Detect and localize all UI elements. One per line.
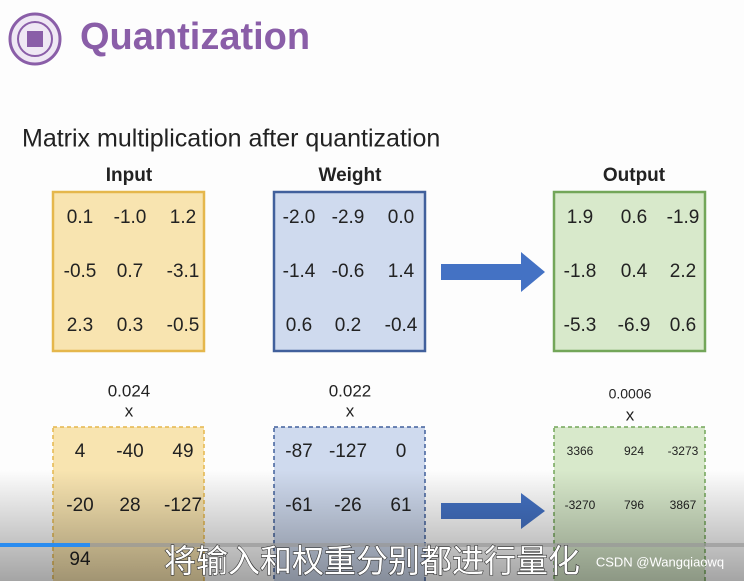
matrix-cell: -0.5 [64,261,97,282]
matrix-cell: 0.3 [117,315,143,336]
matrix-cell: 2.2 [670,261,696,282]
quantized-cell: -127 [329,441,367,462]
matrix-box [51,190,206,353]
matrix-cell: -5.3 [564,315,597,336]
scale-factor: 0.022 [329,381,372,400]
times-sign: x [125,401,134,420]
subtitle: Matrix multiplication after quantization [22,125,440,153]
matrix-cell: 0.7 [117,261,143,282]
matrix-box [272,190,427,353]
video-caption: 将输入和权重分别都进行量化 [164,542,580,580]
matrix-cell: 1.2 [170,207,196,228]
matrix-cell: 0.6 [621,207,647,228]
matrix-cell: 2.3 [67,315,93,336]
times-sign: x [346,401,355,420]
matrix-cell: 0.6 [670,315,696,336]
progress-fill [0,543,90,547]
matrix-cell: -3.1 [167,261,200,282]
video-shade [0,470,744,581]
scale-factor: 0.024 [108,381,151,400]
matrix-cell: 1.4 [388,261,415,282]
matrix-cell: -0.5 [167,315,200,336]
matrix-cell: 0.0 [388,207,414,228]
quantized-cell: 3366 [567,444,594,458]
matrix-cell: 1.9 [567,207,593,228]
scale-factor: 0.0006 [609,386,652,402]
matrix-cell: -1.8 [564,261,597,282]
matrix-cell: 0.2 [335,315,361,336]
matrix-cell: -2.0 [283,207,316,228]
quantized-cell: 0 [396,441,407,462]
matrix-label: Weight [319,165,383,186]
logo [8,12,62,66]
title: Quantization [80,16,310,58]
matrix-cell: 0.4 [621,261,648,282]
quantized-cell: 4 [75,441,86,462]
matrix-cell: -0.4 [385,315,418,336]
watermark: CSDN @Wangqiaowq [596,554,724,569]
matrix-cell: -1.4 [283,261,316,282]
matrix-label: Input [106,165,153,186]
matrix-label: Output [603,165,666,186]
matrix-cell: -2.9 [332,207,365,228]
quantized-cell: -3273 [668,444,699,458]
quantized-cell: -40 [116,441,143,462]
matrix-cell: -0.6 [332,261,365,282]
times-sign: x [626,405,635,424]
matrix-cell: 0.1 [67,207,93,228]
matrix-cell: -1.0 [114,207,147,228]
matrix-cell: -6.9 [618,315,651,336]
quantized-cell: 924 [624,444,644,458]
matrix-cell: 0.6 [286,315,312,336]
progress-track [0,543,744,547]
quantized-cell: -87 [285,441,312,462]
matrix-cell: -1.9 [667,207,700,228]
matrix-box [552,190,707,353]
quantized-cell: 49 [172,441,193,462]
